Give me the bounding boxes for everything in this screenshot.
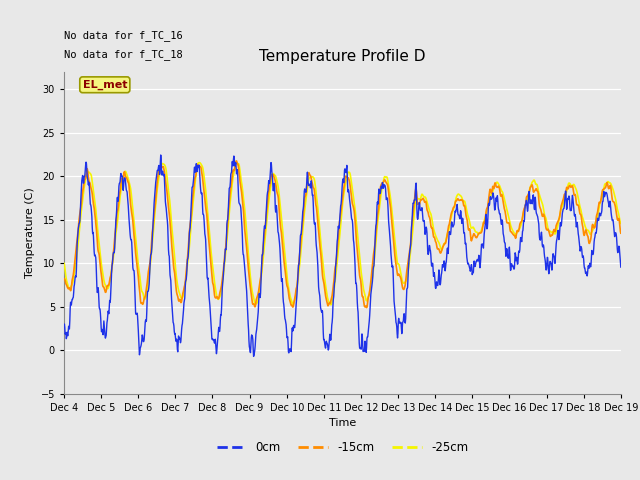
0cm bbox=[429, 274, 437, 279]
-25cm bbox=[196, 160, 204, 166]
Y-axis label: Temperature (C): Temperature (C) bbox=[25, 187, 35, 278]
Title: Temperature Profile D: Temperature Profile D bbox=[259, 49, 426, 64]
-15cm bbox=[363, 305, 371, 311]
0cm bbox=[246, 350, 254, 356]
-15cm bbox=[552, 228, 559, 233]
-25cm bbox=[502, 204, 510, 209]
-25cm bbox=[170, 250, 178, 256]
-25cm bbox=[60, 260, 68, 266]
Line: -25cm: -25cm bbox=[64, 163, 621, 305]
Text: No data for f_TC_18: No data for f_TC_18 bbox=[64, 49, 183, 60]
0cm bbox=[502, 251, 510, 256]
0cm bbox=[157, 152, 164, 158]
Text: No data for f_TC_16: No data for f_TC_16 bbox=[64, 30, 183, 41]
Legend: 0cm, -15cm, -25cm: 0cm, -15cm, -25cm bbox=[212, 436, 473, 458]
-15cm bbox=[233, 158, 241, 164]
-25cm bbox=[429, 226, 437, 232]
-15cm bbox=[184, 252, 191, 257]
-15cm bbox=[617, 230, 625, 236]
0cm bbox=[60, 324, 68, 330]
-25cm bbox=[246, 275, 254, 281]
0cm bbox=[552, 254, 559, 260]
-15cm bbox=[429, 234, 437, 240]
0cm bbox=[184, 253, 192, 259]
X-axis label: Time: Time bbox=[329, 418, 356, 428]
0cm bbox=[617, 264, 625, 270]
-25cm bbox=[184, 258, 191, 264]
-25cm bbox=[327, 302, 335, 308]
-15cm bbox=[170, 268, 178, 274]
-15cm bbox=[60, 276, 68, 282]
-15cm bbox=[246, 286, 254, 291]
Text: EL_met: EL_met bbox=[83, 80, 127, 90]
Line: 0cm: 0cm bbox=[64, 155, 621, 356]
Line: -15cm: -15cm bbox=[64, 161, 621, 308]
-15cm bbox=[502, 216, 510, 222]
-25cm bbox=[552, 231, 559, 237]
0cm bbox=[250, 353, 257, 359]
0cm bbox=[171, 331, 179, 337]
-25cm bbox=[617, 220, 625, 226]
